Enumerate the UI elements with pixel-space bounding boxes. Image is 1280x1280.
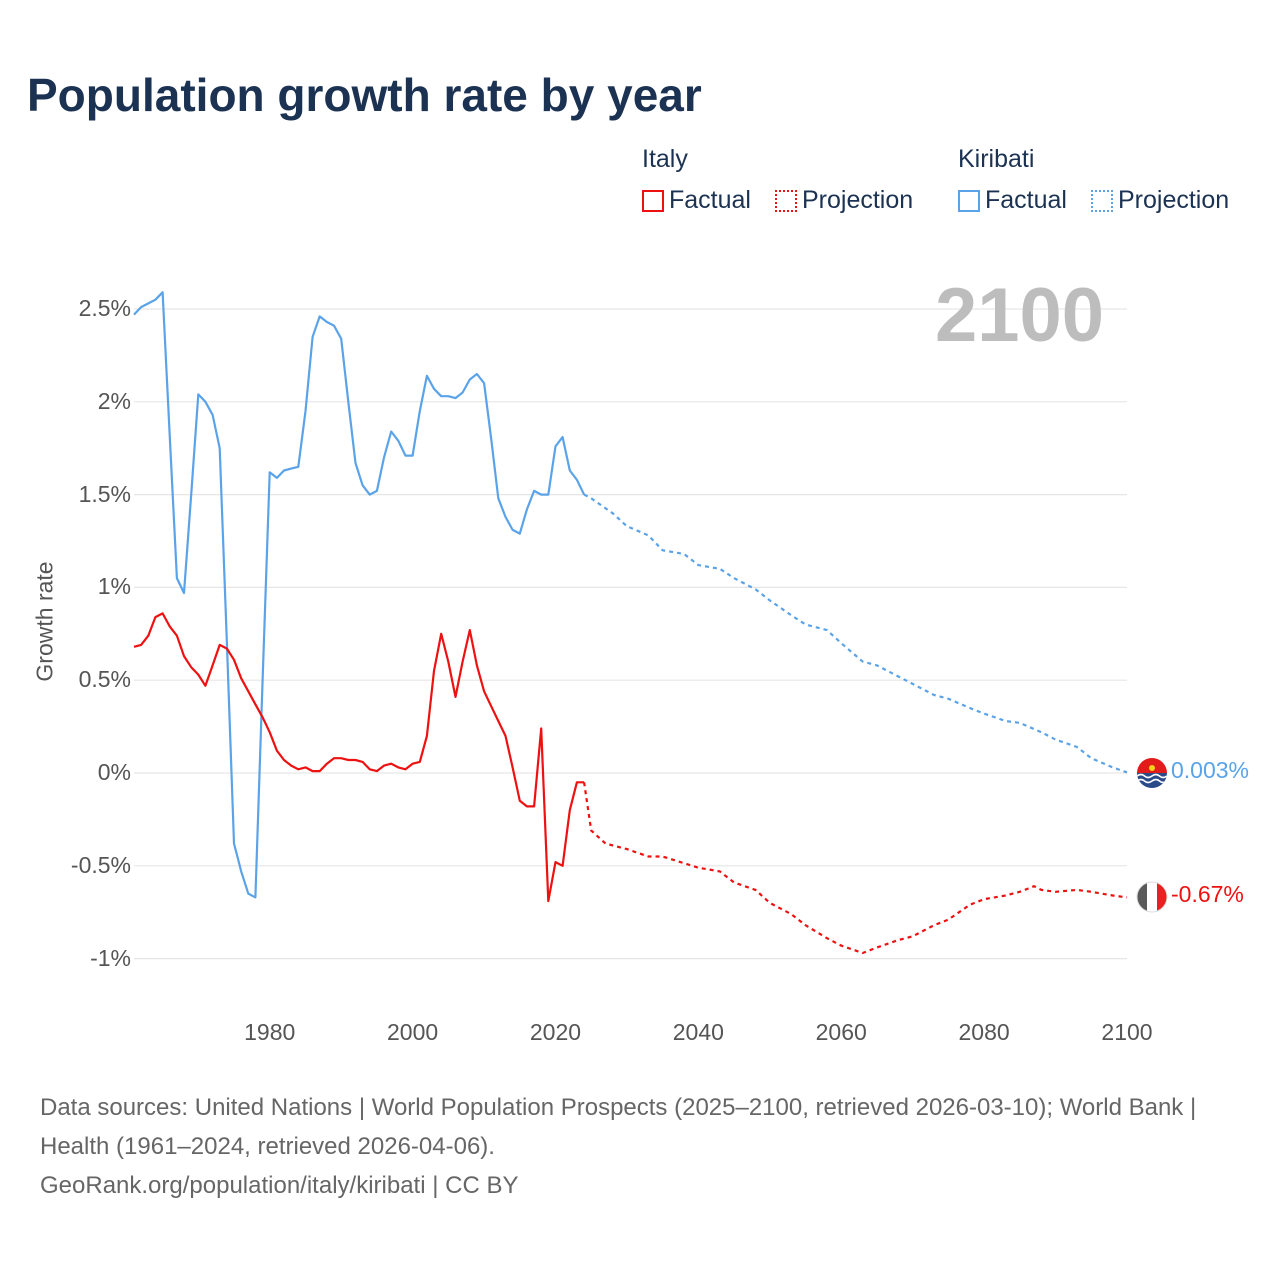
- legend-italy-projection[interactable]: Projection: [775, 186, 913, 215]
- legend-group-italy: Italy: [642, 145, 688, 173]
- y-tick-label: 0.5%: [78, 666, 131, 693]
- x-tick-label: 2080: [958, 1019, 1010, 1045]
- legend-label: Projection: [802, 186, 914, 214]
- y-tick-label: 2.5%: [78, 295, 131, 321]
- legend-swatch-dotted-icon: [1091, 189, 1113, 212]
- credit-link[interactable]: GeoRank.org/population/italy/kiribati | …: [40, 1172, 519, 1199]
- x-tick-label: 1980: [244, 1019, 296, 1045]
- legend-label: Projection: [1118, 186, 1230, 214]
- legend-group-kiribati: Kiribati: [958, 145, 1035, 173]
- y-tick-label: 1%: [97, 573, 131, 600]
- y-tick-label: 1.5%: [78, 480, 131, 507]
- x-tick-label: 2040: [672, 1019, 724, 1045]
- x-tick-label: 2000: [387, 1019, 439, 1045]
- legend-label: Factual: [985, 186, 1067, 214]
- legend-swatch-dotted-icon: [775, 189, 797, 212]
- end-label-kiribati: 0.003%: [1171, 757, 1250, 783]
- y-tick-label: 2%: [97, 387, 131, 414]
- italy-factual-line: [133, 612, 585, 903]
- legend-label: Factual: [669, 186, 751, 214]
- kiribati-projection-line: [583, 493, 1128, 774]
- legend-italy-factual[interactable]: Factual: [642, 186, 751, 215]
- y-tick-label: 0%: [97, 759, 131, 785]
- y-tick-label: -1%: [90, 944, 131, 971]
- legend-kiribati-projection[interactable]: Projection: [1091, 186, 1229, 215]
- x-tick-label: 2100: [1101, 1019, 1153, 1045]
- italy-projection-line: [583, 782, 1128, 955]
- x-tick-label: 2020: [529, 1019, 582, 1045]
- kiribati-factual-line: [133, 291, 586, 899]
- kiribati-flag-icon: [1137, 758, 1167, 788]
- year-indicator: 2100: [935, 273, 1105, 358]
- legend-kiribati-factual[interactable]: Factual: [958, 186, 1067, 215]
- legend-swatch-solid-icon: [958, 189, 980, 212]
- x-tick-label: 2060: [815, 1019, 867, 1045]
- italy-flag-icon: [1136, 881, 1168, 913]
- end-label-italy: -0.67%: [1171, 881, 1244, 907]
- y-tick-label: -0.5%: [70, 851, 131, 878]
- footer: Data sources: United Nations | World Pop…: [40, 1088, 1240, 1205]
- legend-swatch-solid-icon: [642, 189, 664, 212]
- chart-title: Population growth rate by year: [27, 69, 702, 121]
- data-sources: Data sources: United Nations | World Pop…: [40, 1094, 1197, 1160]
